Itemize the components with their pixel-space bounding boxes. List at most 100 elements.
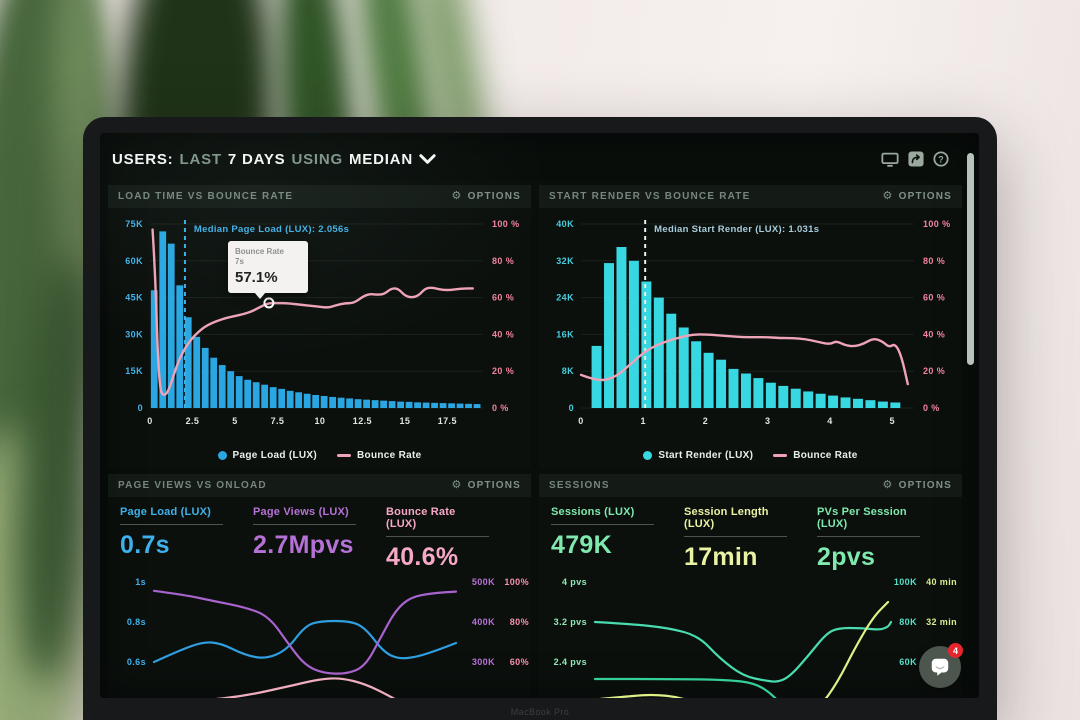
tooltip-subtitle: 7s — [235, 257, 244, 266]
title-part: 7 DAYS — [227, 150, 286, 168]
metric-page-views: Page Views (LUX) 2.7Mpvs — [253, 506, 386, 572]
metric-value: 479K — [551, 531, 612, 559]
svg-text:80 %: 80 % — [492, 256, 514, 266]
svg-text:80 %: 80 % — [923, 256, 945, 266]
chevron-down-icon[interactable] — [419, 154, 436, 164]
options-button[interactable]: ⚙ OPTIONS — [882, 190, 952, 203]
svg-text:60K: 60K — [125, 256, 143, 266]
svg-text:30K: 30K — [125, 329, 143, 339]
svg-text:2: 2 — [703, 416, 708, 426]
metric-pvs-per-session: PVs Per Session (LUX) 2pvs — [817, 506, 950, 572]
metric-row: Page Load (LUX) 0.7s Page Views (LUX) 2.… — [108, 497, 531, 572]
panel-header: START RENDER VS BOUNCE RATE ⚙ OPTIONS — [539, 185, 962, 208]
options-button[interactable]: ⚙ OPTIONS — [452, 480, 521, 492]
svg-text:100 %: 100 % — [492, 219, 520, 229]
gear-icon: ⚙ — [882, 190, 894, 202]
options-label: OPTIONS — [898, 191, 952, 202]
svg-text:40 min: 40 min — [926, 577, 957, 587]
metric-label: Bounce Rate (LUX) — [386, 506, 489, 537]
svg-text:100 %: 100 % — [923, 219, 951, 229]
svg-text:1s: 1s — [135, 577, 146, 587]
chat-widget-button[interactable]: 4 — [919, 643, 963, 688]
sessions-line-chart[interactable]: 4 pvs 100K 40 min 3.2 pvs 80K 32 min 2.4 pvs 60… — [539, 572, 962, 698]
legend-line-swatch — [773, 453, 788, 457]
panel-sessions: SESSIONS ⚙ OPTIONS Sessions (LUX) 479K S… — [539, 474, 962, 698]
svg-text:20 %: 20 % — [492, 366, 514, 376]
metric-row: Sessions (LUX) 479K Session Length (LUX)… — [539, 497, 962, 572]
legend-label: Page Load (LUX) — [232, 449, 318, 461]
svg-text:40 %: 40 % — [923, 329, 945, 339]
tooltip-title: Bounce Rate — [235, 247, 284, 256]
svg-text:2.5: 2.5 — [186, 416, 200, 426]
svg-text:0: 0 — [569, 403, 574, 413]
panel-grid: LOAD TIME VS BOUNCE RATE ⚙ OPTIONS 75K 60… — [108, 185, 962, 698]
svg-text:10: 10 — [314, 416, 325, 426]
start-render-histogram-chart[interactable]: 40K 32K 24K 16K 8K 0 100 % 80 % 60 % 40 % 20 % 0 % 0… — [539, 208, 962, 444]
title-part: USERS: — [112, 150, 174, 168]
panel-load-time-vs-bounce-rate: LOAD TIME VS BOUNCE RATE ⚙ OPTIONS 75K 60… — [108, 185, 531, 468]
metric-value: 2pvs — [817, 543, 876, 571]
page-title[interactable]: USERS: LAST 7 DAYS USING MEDIAN — [112, 151, 436, 168]
load-time-histogram-chart[interactable]: 75K 60K 45K 30K 15K 0 100 % 80 % 60 % 40 % 20 % 0 %… — [108, 208, 531, 444]
panel-start-render-vs-bounce-rate: START RENDER VS BOUNCE RATE ⚙ OPTIONS 40… — [539, 185, 962, 468]
app-header: USERS: LAST 7 DAYS USING MEDIAN — [100, 133, 979, 185]
bounce-rate-tooltip: Bounce Rate 7s 57.1% — [228, 241, 308, 299]
legend-label: Bounce Rate — [357, 449, 422, 461]
scrollbar[interactable] — [967, 153, 974, 365]
options-label: OPTIONS — [467, 191, 521, 202]
panel-title: SESSIONS — [549, 480, 610, 491]
svg-text:100%: 100% — [504, 577, 529, 587]
svg-text:40K: 40K — [556, 219, 574, 229]
panel-title: PAGE VIEWS VS ONLOAD — [118, 480, 267, 491]
header-icons: ? — [881, 151, 949, 167]
panel-header: SESSIONS ⚙ OPTIONS — [539, 474, 962, 497]
metric-value: 2.7Mpvs — [253, 531, 354, 559]
svg-text:40 %: 40 % — [492, 329, 514, 339]
svg-text:80K: 80K — [899, 617, 917, 627]
svg-text:12.5: 12.5 — [353, 416, 372, 426]
svg-text:17.5: 17.5 — [438, 416, 457, 426]
svg-text:8K: 8K — [562, 366, 574, 376]
metric-label: Sessions (LUX) — [551, 506, 654, 525]
svg-text:5: 5 — [890, 416, 895, 426]
metric-label: Page Load (LUX) — [120, 506, 223, 525]
laptop: USERS: LAST 7 DAYS USING MEDIAN — [83, 117, 997, 720]
legend-bounce-rate[interactable]: Bounce Rate — [773, 450, 857, 461]
panel-header: PAGE VIEWS VS ONLOAD ⚙ OPTIONS — [108, 474, 531, 497]
svg-text:?: ? — [938, 154, 943, 164]
svg-text:16K: 16K — [556, 329, 574, 339]
chart-legend: Page Load (LUX) Bounce Rate — [108, 444, 531, 466]
svg-text:0 %: 0 % — [492, 403, 509, 413]
svg-text:75K: 75K — [125, 219, 143, 229]
metric-value: 0.7s — [120, 531, 170, 559]
metric-label: Page Views (LUX) — [253, 506, 356, 525]
options-label: OPTIONS — [467, 480, 521, 491]
options-button[interactable]: ⚙ OPTIONS — [452, 191, 521, 203]
svg-text:300K: 300K — [472, 657, 495, 667]
tooltip-value: 57.1% — [235, 269, 278, 286]
legend-page-load[interactable]: Page Load (LUX) — [217, 449, 318, 461]
svg-text:Median Page Load (LUX): 2.056s: Median Page Load (LUX): 2.056s — [194, 224, 349, 235]
svg-text:45K: 45K — [125, 293, 143, 303]
metric-session-length: Session Length (LUX) 17min — [684, 506, 817, 572]
svg-text:32K: 32K — [556, 256, 574, 266]
share-icon[interactable] — [908, 151, 924, 167]
svg-text:15K: 15K — [125, 366, 143, 376]
legend-bounce-rate[interactable]: Bounce Rate — [337, 450, 421, 461]
svg-text:3: 3 — [765, 416, 770, 426]
panel-header: LOAD TIME VS BOUNCE RATE ⚙ OPTIONS — [108, 185, 531, 208]
svg-text:4 pvs: 4 pvs — [562, 577, 587, 587]
svg-text:500K: 500K — [472, 577, 495, 587]
monitor-icon[interactable] — [881, 152, 899, 167]
panel-page-views-vs-onload: PAGE VIEWS VS ONLOAD ⚙ OPTIONS Page Load… — [108, 474, 531, 698]
svg-text:80%: 80% — [510, 617, 529, 627]
chat-unread-badge: 4 — [948, 643, 963, 658]
chart-legend: Start Render (LUX) Bounce Rate — [539, 444, 962, 466]
legend-start-render[interactable]: Start Render (LUX) — [643, 450, 753, 461]
legend-dot-swatch — [643, 450, 653, 460]
help-icon[interactable]: ? — [933, 151, 949, 167]
svg-text:1.6 pvs: 1.6 pvs — [554, 697, 587, 698]
page-views-line-chart[interactable]: 1s 500K 100% 0.8s 400K 80% 0.6s 300K 60% 0.4s 200K… — [108, 572, 531, 698]
options-button[interactable]: ⚙ OPTIONS — [883, 480, 952, 492]
title-part: LAST — [179, 150, 222, 168]
